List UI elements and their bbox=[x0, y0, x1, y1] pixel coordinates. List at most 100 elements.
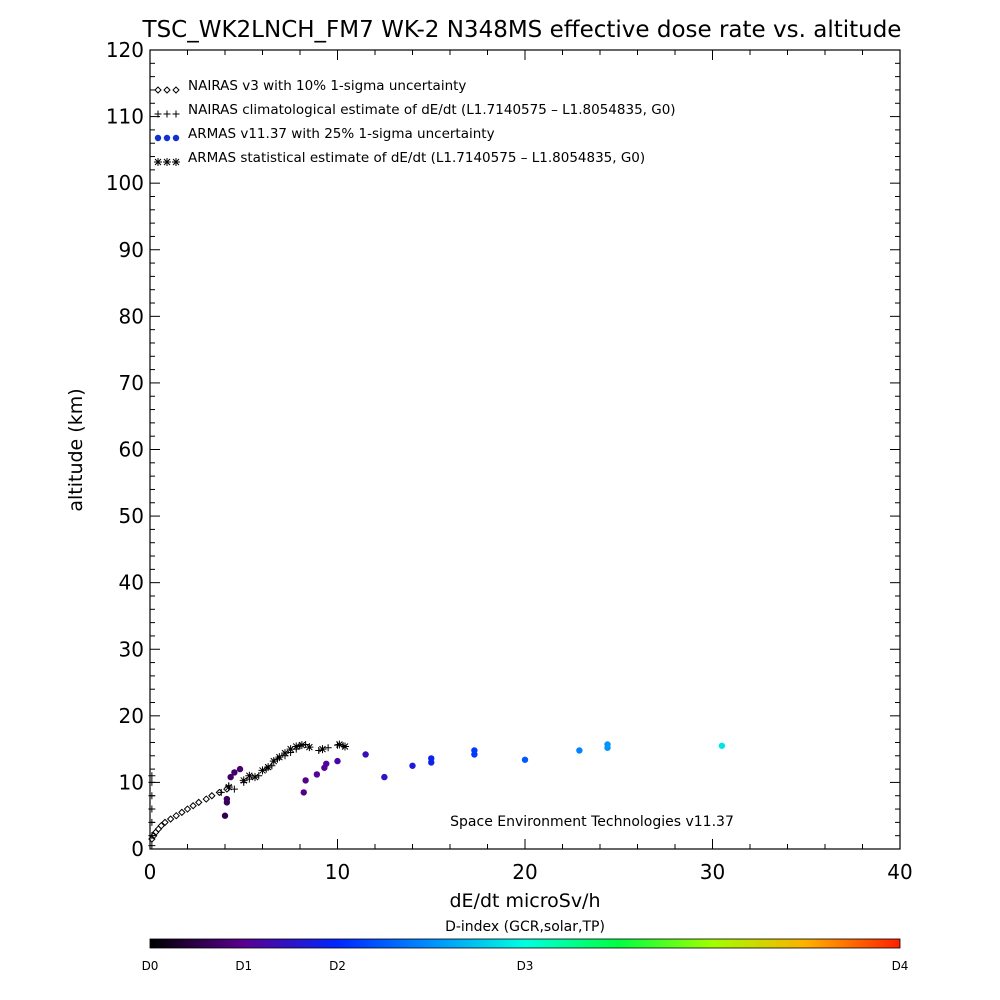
x-tick-label: 10 bbox=[325, 860, 350, 884]
y-tick-label: 40 bbox=[119, 571, 144, 595]
x-tick-label: 0 bbox=[144, 860, 157, 884]
data-point-asterisk bbox=[281, 749, 289, 758]
y-tick-label: 70 bbox=[119, 371, 144, 395]
data-point-dot bbox=[223, 795, 231, 803]
data-point-plus bbox=[148, 842, 156, 850]
data-point-diamond bbox=[161, 818, 169, 827]
y-tick-label: 100 bbox=[106, 171, 144, 195]
data-point-diamond bbox=[208, 792, 216, 800]
legend-marker-asterisk bbox=[172, 158, 180, 166]
data-points bbox=[148, 740, 726, 850]
data-point-asterisk bbox=[264, 763, 273, 772]
data-point-asterisk bbox=[275, 753, 284, 762]
y-tick-label: 50 bbox=[119, 504, 144, 528]
data-point-dot bbox=[302, 777, 309, 784]
data-point-asterisk bbox=[335, 740, 344, 749]
y-tick-label: 10 bbox=[119, 770, 144, 794]
series-dot bbox=[221, 741, 726, 819]
data-point-diamond bbox=[202, 795, 210, 803]
data-point-plus bbox=[148, 792, 156, 800]
colorbar-tick-label: D3 bbox=[517, 959, 534, 973]
series-asterisk bbox=[224, 740, 349, 792]
data-point-asterisk bbox=[251, 773, 259, 782]
series-diamond bbox=[148, 785, 231, 843]
legend-marker-asterisk bbox=[154, 158, 162, 166]
data-point-diamond bbox=[166, 815, 175, 823]
x-tick-label: 40 bbox=[887, 860, 912, 884]
y-axis-label: altitude (km) bbox=[65, 388, 87, 511]
data-point-dot bbox=[428, 755, 435, 762]
data-point-plus bbox=[148, 772, 156, 780]
data-point-dot bbox=[323, 760, 330, 767]
data-point-plus bbox=[230, 785, 238, 793]
colorbar-tick-label: D0 bbox=[142, 959, 159, 973]
colorbar-tick-label: D1 bbox=[235, 959, 252, 973]
data-point-dot bbox=[231, 769, 238, 776]
data-point-asterisk bbox=[245, 771, 254, 780]
data-point-plus bbox=[324, 744, 332, 752]
chart-title: TSC_WK2LNCH_FM7 WK-2 N348MS effective do… bbox=[142, 17, 902, 43]
series-plus bbox=[148, 740, 347, 850]
legend-marker-asterisk bbox=[163, 158, 171, 166]
data-point-asterisk bbox=[258, 766, 267, 775]
data-point-dot bbox=[227, 773, 234, 781]
legend-marker-dot bbox=[163, 134, 171, 142]
legend-marker-diamond bbox=[172, 86, 180, 94]
axes: 0 10 20 30 40 50 60 70 80 90 100 110 120 0 10 20 30 40 bbox=[106, 38, 913, 884]
data-point-asterisk bbox=[305, 743, 314, 752]
data-point-dot bbox=[236, 765, 244, 773]
data-point-dot bbox=[604, 741, 611, 748]
legend-marker-plus bbox=[172, 110, 180, 118]
footer-credit: Space Environment Technologies v11.37 bbox=[450, 814, 734, 830]
x-tick-label: 20 bbox=[512, 860, 537, 884]
data-point-dot bbox=[313, 771, 321, 778]
legend-marker-diamond bbox=[163, 86, 171, 94]
legend: NAIRAS v3 with 10% 1-sigma uncertainty NA… bbox=[154, 78, 676, 166]
data-point-asterisk bbox=[341, 742, 349, 751]
data-point-dot bbox=[409, 762, 416, 769]
y-tick-label: 110 bbox=[106, 105, 144, 129]
y-tick-label: 80 bbox=[119, 304, 144, 328]
legend-label: NAIRAS climatological estimate of dE/dt … bbox=[188, 102, 676, 118]
legend-marker-diamond bbox=[154, 86, 162, 94]
data-point-asterisk bbox=[224, 783, 233, 792]
data-point-diamond bbox=[172, 812, 180, 820]
data-point-dot bbox=[718, 742, 726, 749]
data-point-dot bbox=[334, 757, 341, 765]
data-point-plus bbox=[148, 832, 156, 840]
colorbar-ticks: D0 D1 D2 D3 D4 bbox=[142, 959, 909, 973]
data-point-dot bbox=[471, 747, 478, 754]
data-point-diamond bbox=[195, 798, 203, 807]
legend-marker-dot bbox=[172, 134, 180, 142]
plot-frame bbox=[149, 49, 901, 850]
colorbar bbox=[149, 938, 901, 949]
x-axis-label: dE/dt microSv/h bbox=[449, 890, 600, 912]
colorbar-tick-label: D2 bbox=[329, 959, 346, 973]
y-tick-label: 60 bbox=[119, 438, 144, 462]
data-point-diamond bbox=[189, 802, 197, 810]
y-tick-label: 20 bbox=[119, 704, 144, 728]
data-point-dot bbox=[381, 773, 388, 781]
y-tick-label: 0 bbox=[131, 837, 144, 861]
data-point-dot bbox=[576, 747, 583, 754]
data-point-plus bbox=[148, 778, 156, 786]
legend-marker-plus bbox=[163, 110, 171, 118]
data-point-asterisk bbox=[239, 776, 248, 785]
legend-label: ARMAS v11.37 with 25% 1-sigma uncertaint… bbox=[188, 126, 495, 142]
data-point-dot bbox=[221, 812, 229, 819]
y-tick-label: 120 bbox=[106, 38, 144, 62]
data-point-asterisk bbox=[292, 742, 301, 751]
data-point-diamond bbox=[157, 821, 165, 830]
data-point-asterisk bbox=[269, 757, 278, 766]
data-point-asterisk bbox=[286, 745, 295, 754]
legend-marker-dot bbox=[154, 134, 162, 142]
legend-label: NAIRAS v3 with 10% 1-sigma uncertainty bbox=[188, 78, 466, 94]
data-point-asterisk bbox=[318, 745, 327, 754]
data-point-dot bbox=[362, 751, 369, 758]
y-tick-label: 30 bbox=[119, 637, 144, 661]
data-point-diamond bbox=[154, 825, 163, 833]
data-point-dot bbox=[521, 756, 529, 763]
colorbar-tick-label: D4 bbox=[892, 959, 909, 973]
data-point-plus bbox=[148, 805, 156, 813]
